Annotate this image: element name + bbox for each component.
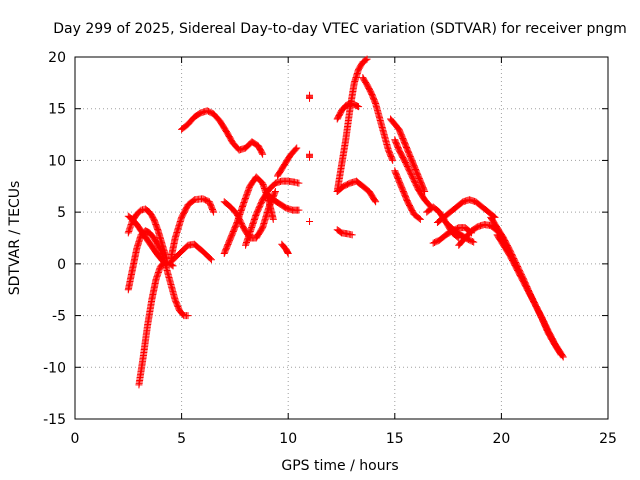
series-track-04: [135, 258, 177, 389]
series-track-12: [274, 144, 301, 180]
series-track-18: [333, 55, 371, 195]
data-point: [416, 215, 424, 223]
data-point: [306, 217, 314, 225]
series-track-03: [124, 227, 192, 320]
series-track-20: [333, 177, 380, 206]
plot-frame: [74, 56, 609, 420]
data-point: [372, 198, 380, 206]
data-point: [306, 150, 314, 158]
data-point: [292, 145, 300, 153]
data-point: [306, 91, 314, 99]
data-point: [209, 207, 217, 215]
data-point: [184, 312, 192, 320]
data-point: [362, 56, 370, 64]
y-axis-label: SDTVAR / TECUs: [7, 181, 23, 296]
series-track-21: [359, 74, 397, 164]
data-point: [558, 352, 566, 360]
data-point: [258, 149, 266, 157]
y-tick-label: -15: [43, 412, 66, 428]
series-track-22: [387, 115, 429, 195]
data-point: [559, 353, 567, 361]
x-tick-label: 25: [599, 431, 617, 447]
data-point: [348, 231, 356, 239]
data-point: [271, 187, 279, 195]
data-point: [271, 189, 279, 197]
data-point: [470, 238, 478, 246]
series-track-16: [306, 217, 314, 225]
data-point: [295, 179, 303, 187]
series-track-13: [278, 240, 292, 258]
series-track-15: [306, 150, 314, 161]
data-point: [293, 144, 301, 152]
x-axis-label: GPS time / hours: [281, 458, 398, 474]
series-track-27: [433, 196, 499, 226]
data-point: [415, 215, 423, 223]
data-points-layer: [124, 55, 567, 389]
data-point: [259, 150, 267, 158]
data-point: [468, 238, 476, 246]
data-point: [295, 206, 303, 214]
data-point: [269, 215, 277, 223]
data-point: [284, 248, 292, 256]
x-tick-label: 15: [386, 431, 404, 447]
y-tick-label: 5: [57, 205, 66, 221]
data-point: [353, 102, 361, 110]
data-point: [210, 208, 218, 216]
y-tick-label: 0: [57, 257, 66, 273]
series-track-11: [263, 190, 303, 214]
y-tick-label: 20: [48, 50, 66, 66]
chart-title: Day 299 of 2025, Sidereal Day-to-day VTE…: [53, 21, 627, 37]
series-track-24: [391, 167, 424, 223]
data-point: [388, 155, 396, 163]
data-point: [355, 103, 363, 111]
y-tick-label: 10: [48, 153, 66, 169]
series-track-14: [306, 91, 314, 102]
series-track-31: [493, 231, 567, 361]
data-point: [284, 250, 292, 258]
x-tick-label: 20: [492, 431, 510, 447]
x-tick-label: 5: [177, 431, 186, 447]
series-track-07: [178, 107, 267, 158]
data-point: [169, 262, 177, 270]
series-track-19: [333, 100, 363, 123]
data-point: [389, 156, 397, 164]
y-tick-label: -10: [43, 360, 66, 376]
series-track-06: [167, 195, 218, 263]
data-point: [363, 55, 371, 63]
tick-layer: 0 5 10 15 20 25 -15 -10 -5 0 5 10 15 20: [43, 50, 617, 447]
data-point: [206, 255, 214, 263]
series-track-17: [333, 226, 356, 239]
data-point: [371, 197, 379, 205]
data-point: [207, 256, 215, 264]
x-tick-label: 0: [71, 431, 80, 447]
y-tick-label: -5: [52, 309, 66, 325]
y-tick-label: 15: [48, 102, 66, 118]
series-track-23: [391, 136, 435, 211]
x-tick-label: 10: [279, 431, 297, 447]
